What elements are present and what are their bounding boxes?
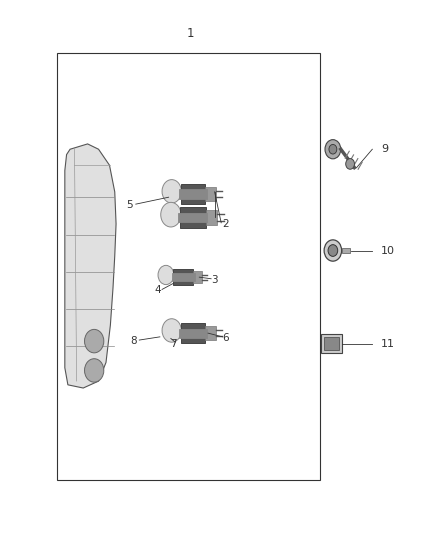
Text: 6: 6 xyxy=(222,334,229,343)
Circle shape xyxy=(158,265,174,285)
Text: 4: 4 xyxy=(154,286,161,295)
Text: 11: 11 xyxy=(381,339,395,349)
Bar xyxy=(173,269,193,286)
Text: 7: 7 xyxy=(170,339,177,349)
Circle shape xyxy=(162,319,181,342)
Bar xyxy=(205,210,217,225)
Bar xyxy=(321,334,342,353)
Bar xyxy=(179,328,207,338)
Bar xyxy=(180,184,205,204)
Bar xyxy=(205,326,215,340)
Circle shape xyxy=(161,203,181,227)
Text: 10: 10 xyxy=(381,246,395,255)
Bar xyxy=(193,271,202,283)
Circle shape xyxy=(329,144,337,154)
Text: 1: 1 xyxy=(187,27,194,40)
Circle shape xyxy=(324,240,342,261)
Bar xyxy=(57,53,320,480)
Circle shape xyxy=(328,245,338,256)
Bar xyxy=(180,323,205,343)
Circle shape xyxy=(162,180,181,203)
Text: 2: 2 xyxy=(222,219,229,229)
Bar xyxy=(342,248,350,253)
Bar xyxy=(178,213,208,222)
Polygon shape xyxy=(65,144,116,388)
Bar xyxy=(179,189,207,199)
Bar xyxy=(180,207,205,228)
Circle shape xyxy=(346,159,354,169)
Circle shape xyxy=(85,329,104,353)
Bar xyxy=(324,337,339,350)
Bar xyxy=(205,187,215,201)
Bar xyxy=(172,273,194,281)
Text: 8: 8 xyxy=(130,336,137,346)
Circle shape xyxy=(85,359,104,382)
Text: 5: 5 xyxy=(126,200,133,210)
Circle shape xyxy=(325,140,341,159)
Text: 9: 9 xyxy=(381,144,388,154)
Text: 3: 3 xyxy=(211,275,218,285)
